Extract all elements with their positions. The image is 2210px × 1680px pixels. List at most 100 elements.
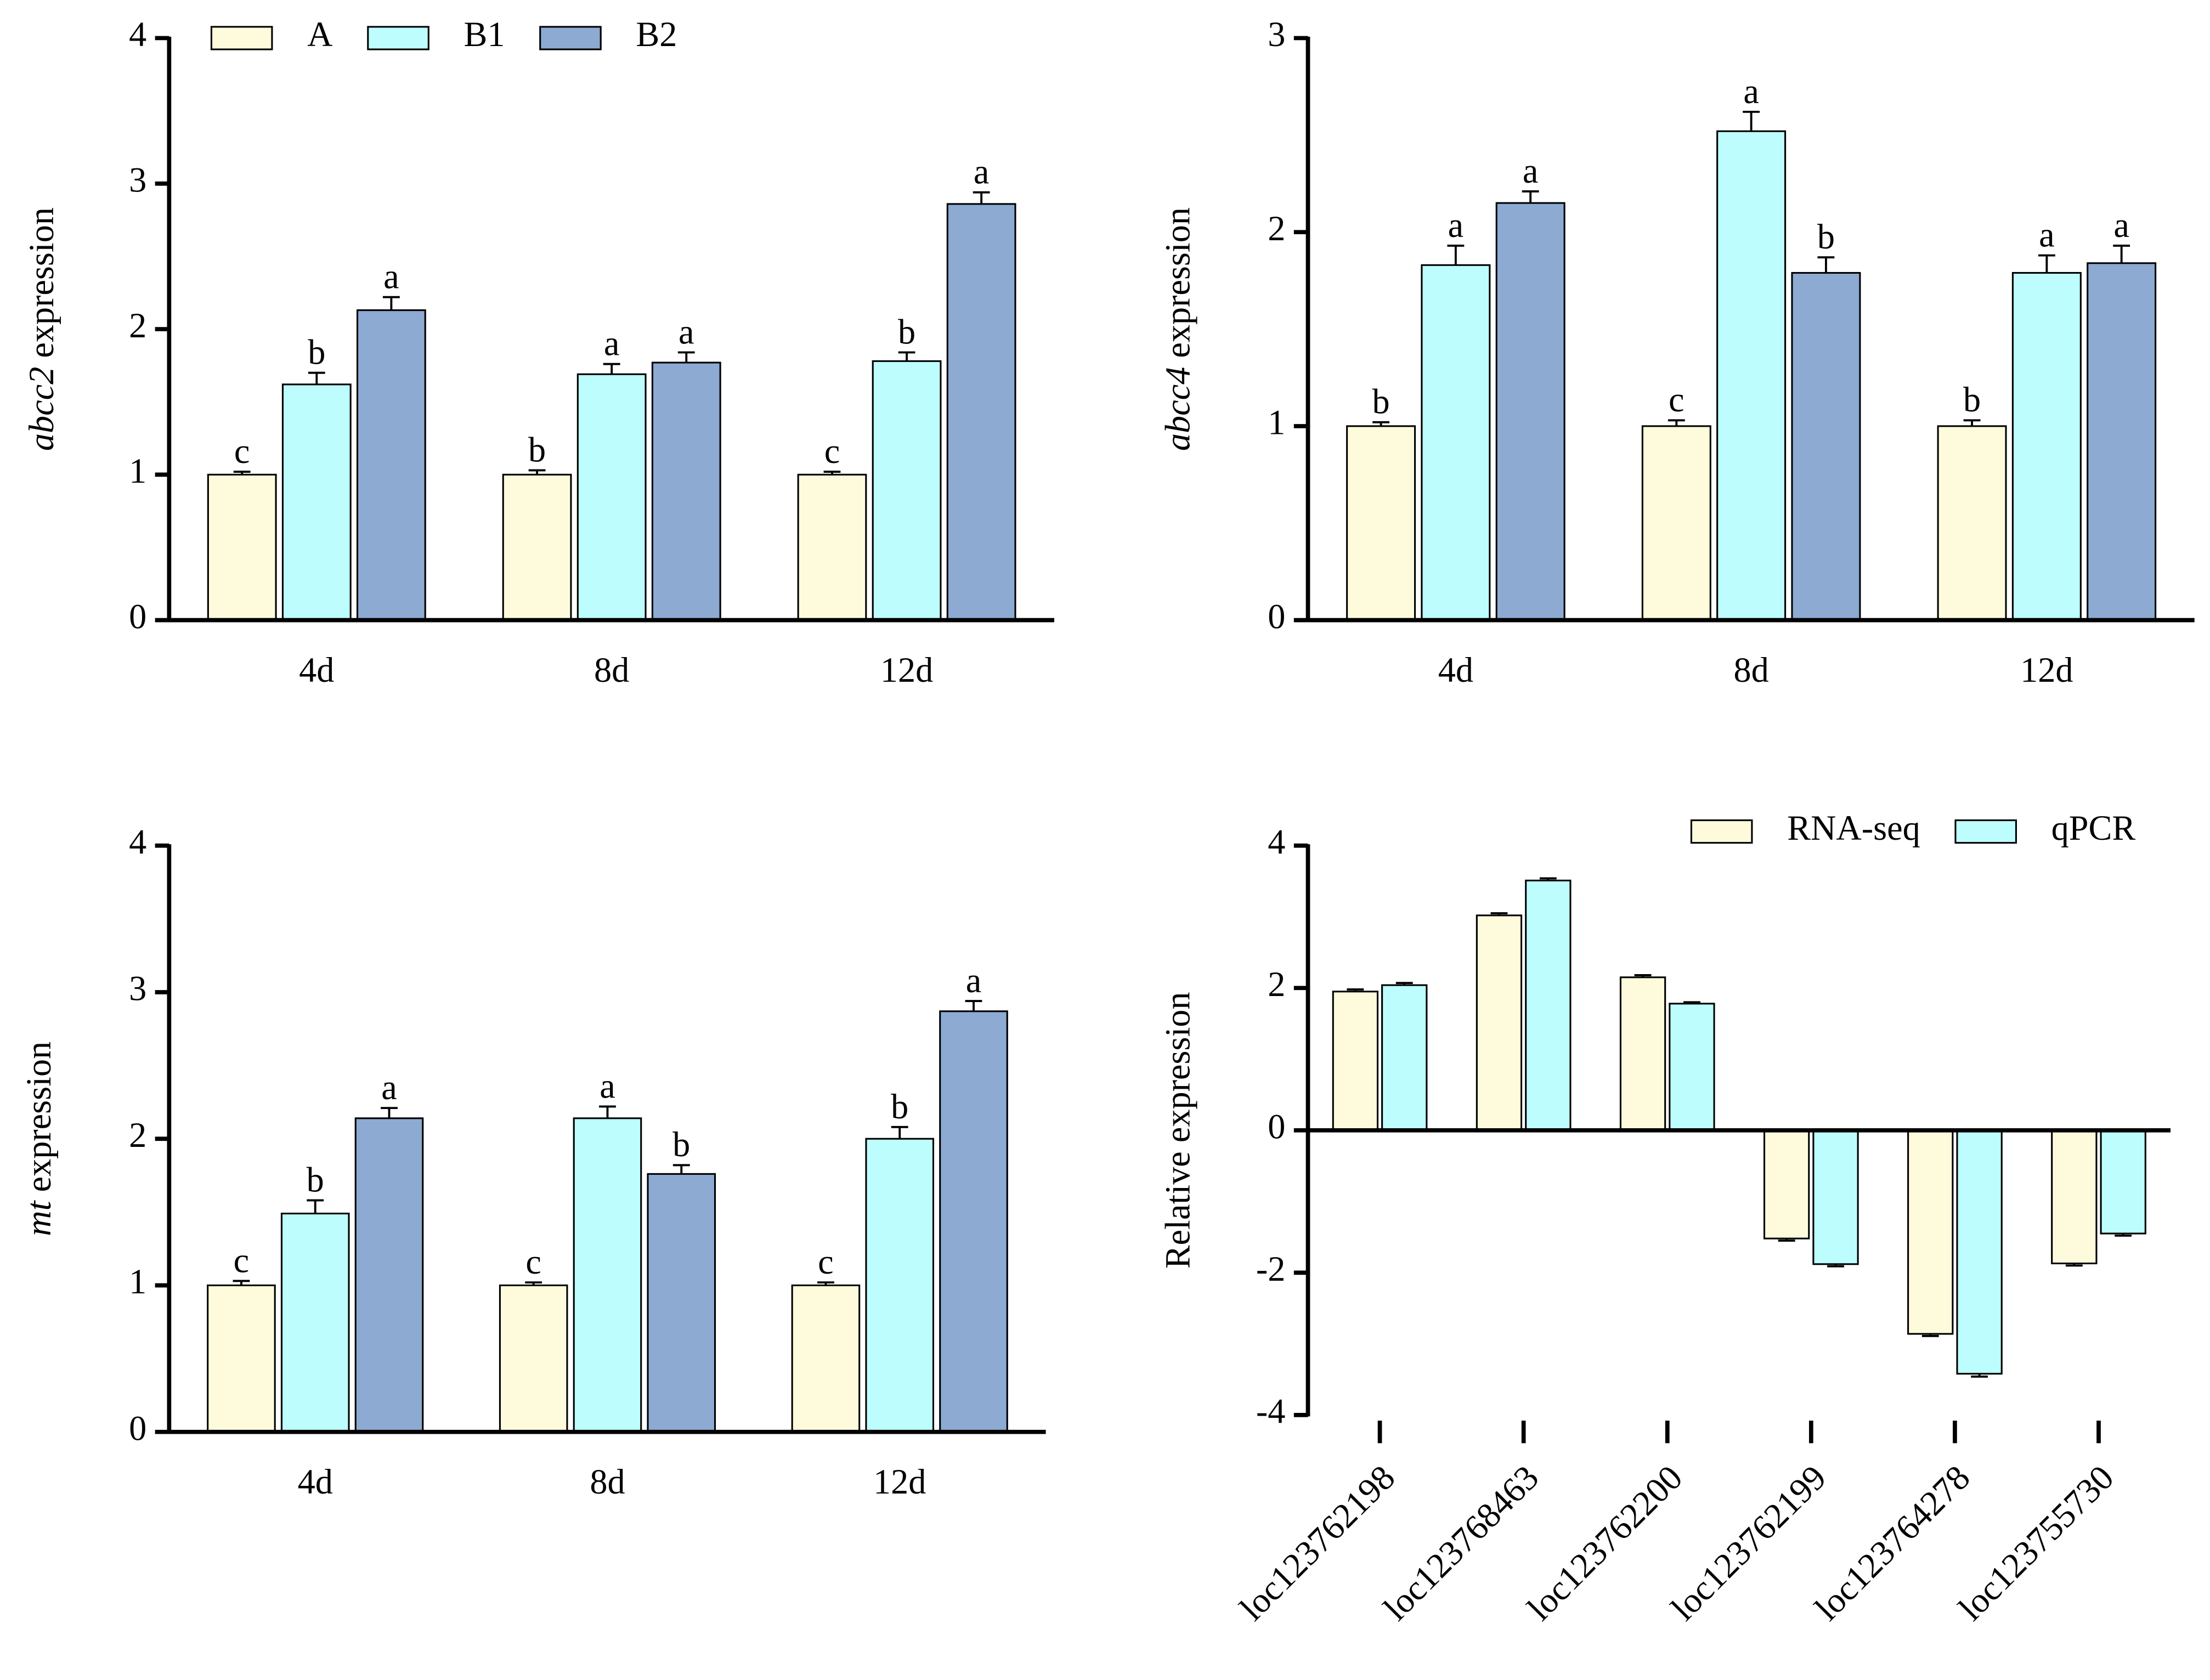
- y-tick-label: 0: [129, 1409, 146, 1447]
- bar: [573, 1117, 642, 1433]
- significance-label: a: [383, 257, 399, 296]
- y-axis-label-text: expression: [22, 207, 61, 358]
- bar: [576, 373, 647, 621]
- y-tick-label: 4: [129, 823, 146, 862]
- y-tick-label: 1: [1268, 403, 1285, 442]
- y-tick-label: 1: [129, 451, 146, 490]
- x-tick-label: 12d: [873, 1462, 926, 1501]
- legend-swatch: [210, 26, 273, 50]
- y-tick-label: 2: [129, 1116, 146, 1155]
- bar: [499, 1284, 568, 1433]
- y-tick-label: 2: [129, 306, 146, 345]
- bar: [1937, 425, 2007, 621]
- y-tick-label: 0: [129, 597, 146, 636]
- y-axis-label-space: [19, 1192, 58, 1201]
- bar: [946, 203, 1016, 621]
- significance-label: b: [898, 312, 915, 351]
- y-tick-label: -2: [1256, 1249, 1286, 1288]
- x-tick-label: 12d: [2020, 650, 2073, 689]
- significance-label: b: [1817, 217, 1835, 256]
- y-axis-label-text: expression: [19, 1042, 58, 1192]
- x-tick-label: 8d: [1734, 650, 1769, 689]
- bar: [791, 1284, 861, 1433]
- significance-label: b: [891, 1087, 908, 1126]
- significance-label: a: [974, 152, 990, 191]
- y-axis-label-space: [1158, 358, 1197, 367]
- significance-label: c: [1669, 380, 1685, 419]
- significance-label: a: [1448, 206, 1464, 245]
- bar: [651, 361, 721, 621]
- significance-label: b: [672, 1125, 690, 1164]
- y-tick-label: 1: [129, 1262, 146, 1301]
- y-tick-label: 4: [1268, 823, 1285, 862]
- y-tick-label: 3: [129, 969, 146, 1008]
- y-tick-label: 3: [129, 160, 146, 199]
- significance-label: c: [818, 1242, 834, 1281]
- bar: [797, 473, 867, 621]
- bar: [1791, 271, 1861, 621]
- bar: [1956, 1129, 2003, 1375]
- bar: [1495, 202, 1565, 621]
- y-tick-label: 3: [1268, 15, 1285, 54]
- significance-label: a: [1743, 72, 1759, 111]
- bar: [1812, 1129, 1859, 1265]
- x-tick-label: 8d: [590, 1462, 625, 1501]
- bar: [354, 1117, 424, 1433]
- x-tick-label: loc123755730: [1951, 1458, 2121, 1628]
- bar: [502, 473, 572, 621]
- y-axis-label-text: expression: [1158, 207, 1197, 358]
- bar: [1641, 425, 1711, 621]
- legend-swatch: [367, 26, 429, 50]
- legend-swatch: [539, 26, 602, 50]
- x-tick-label: 4d: [1438, 650, 1473, 689]
- y-tick-label: 2: [1268, 209, 1285, 248]
- bar: [356, 309, 426, 621]
- x-tick-label: loc123762199: [1664, 1458, 1834, 1628]
- bar: [1907, 1129, 1954, 1335]
- significance-label: c: [525, 1242, 541, 1281]
- legend-label: qPCR: [2051, 808, 2136, 847]
- legend-swatch: [1690, 819, 1753, 844]
- y-axis-label: abcc2 expression: [22, 207, 61, 451]
- significance-label: a: [381, 1068, 397, 1107]
- bar: [1619, 976, 1666, 1132]
- bar: [1669, 1003, 1715, 1132]
- bar: [939, 1010, 1008, 1433]
- y-tick-label: 0: [1268, 1107, 1285, 1146]
- significance-label: b: [1963, 380, 1981, 419]
- x-tick-label: 8d: [594, 650, 629, 689]
- y-axis-label: mt expression: [19, 1042, 58, 1236]
- legend-label: B1: [464, 15, 505, 54]
- y-tick-label: 0: [1268, 597, 1285, 636]
- significance-label: a: [2039, 216, 2055, 254]
- bar: [1346, 425, 1416, 621]
- y-axis-label: abcc4 expression: [1158, 207, 1197, 451]
- bar: [1332, 991, 1379, 1132]
- bar: [207, 473, 277, 621]
- bar: [865, 1138, 935, 1433]
- y-tick-label: -4: [1256, 1392, 1286, 1431]
- y-tick-label: 4: [129, 15, 146, 54]
- significance-label: a: [966, 961, 982, 1000]
- significance-label: a: [1523, 151, 1539, 190]
- bar: [1381, 984, 1428, 1132]
- legend-swatch: [1954, 819, 2017, 844]
- significance-label: a: [604, 324, 620, 363]
- bar: [872, 360, 942, 621]
- bar: [2011, 271, 2082, 621]
- y-axis-label-italic: mt: [19, 1200, 58, 1236]
- bar: [1525, 879, 1572, 1132]
- y-axis-label-italic: abcc2: [22, 367, 61, 451]
- significance-label: b: [308, 333, 325, 372]
- bar: [281, 383, 352, 621]
- significance-label: c: [234, 432, 250, 471]
- legend-label: RNA-seq: [1787, 808, 1920, 847]
- bar: [647, 1173, 716, 1433]
- bar: [1476, 914, 1523, 1132]
- significance-label: c: [234, 1241, 250, 1280]
- bar: [1716, 130, 1787, 621]
- significance-label: c: [824, 432, 840, 471]
- significance-label: a: [679, 312, 694, 351]
- significance-label: b: [1372, 382, 1390, 421]
